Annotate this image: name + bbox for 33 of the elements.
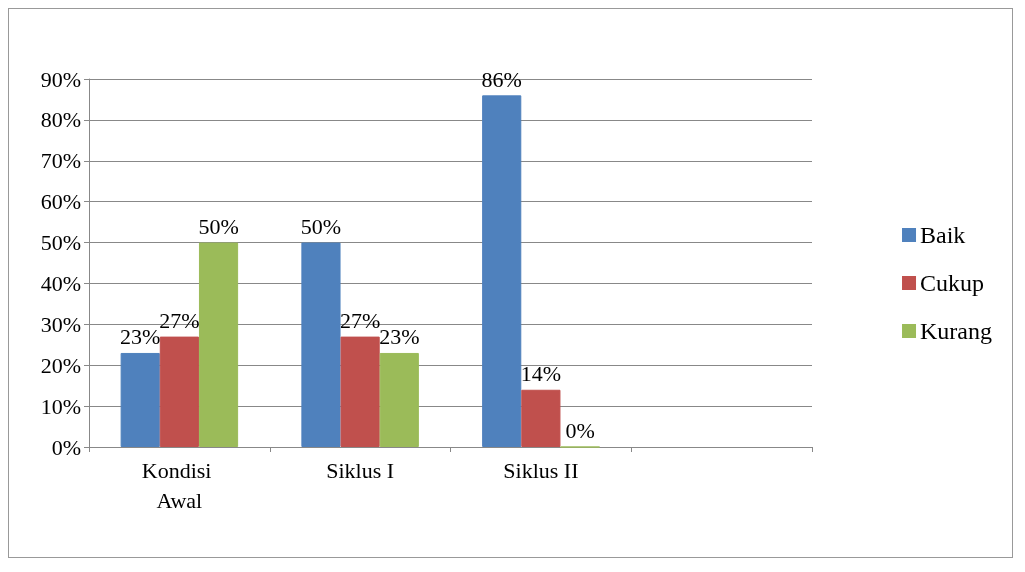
x-tick-label: Kondisi Awal <box>141 457 217 513</box>
y-tick-label: 90% <box>40 66 81 92</box>
data-label: 14% <box>520 361 562 387</box>
y-tick-label: 40% <box>40 270 81 296</box>
bar <box>159 336 199 447</box>
data-label: 23% <box>120 324 161 350</box>
y-tick-label: 30% <box>40 311 81 337</box>
bar <box>198 242 239 447</box>
y-tick-label: 80% <box>40 107 81 133</box>
data-label: 27% <box>159 308 200 334</box>
data-label: 27% <box>339 308 381 334</box>
y-tick-label: 70% <box>40 148 81 174</box>
bar <box>301 242 341 447</box>
y-tick-label: 50% <box>40 230 81 256</box>
y-tick-label: 20% <box>40 352 81 378</box>
data-label: 0% <box>565 418 595 443</box>
data-label: 86% <box>481 66 522 92</box>
bar <box>379 352 419 447</box>
data-label: 23% <box>379 324 420 350</box>
bar <box>482 95 522 447</box>
y-tick-label: 10% <box>40 393 81 419</box>
x-tick-label: Siklus I <box>326 457 395 483</box>
x-tick-label: Siklus II <box>503 457 579 483</box>
y-tick-label: 0% <box>51 434 81 460</box>
data-label: 50% <box>300 214 342 240</box>
legend-label: Baik <box>920 222 966 248</box>
legend-label: Kurang <box>920 318 993 344</box>
bar <box>120 352 160 447</box>
bar <box>521 389 561 447</box>
y-tick-label: 60% <box>40 189 81 215</box>
bar <box>340 336 380 447</box>
legend-label: Cukup <box>920 270 985 296</box>
data-label: 50% <box>198 214 239 240</box>
